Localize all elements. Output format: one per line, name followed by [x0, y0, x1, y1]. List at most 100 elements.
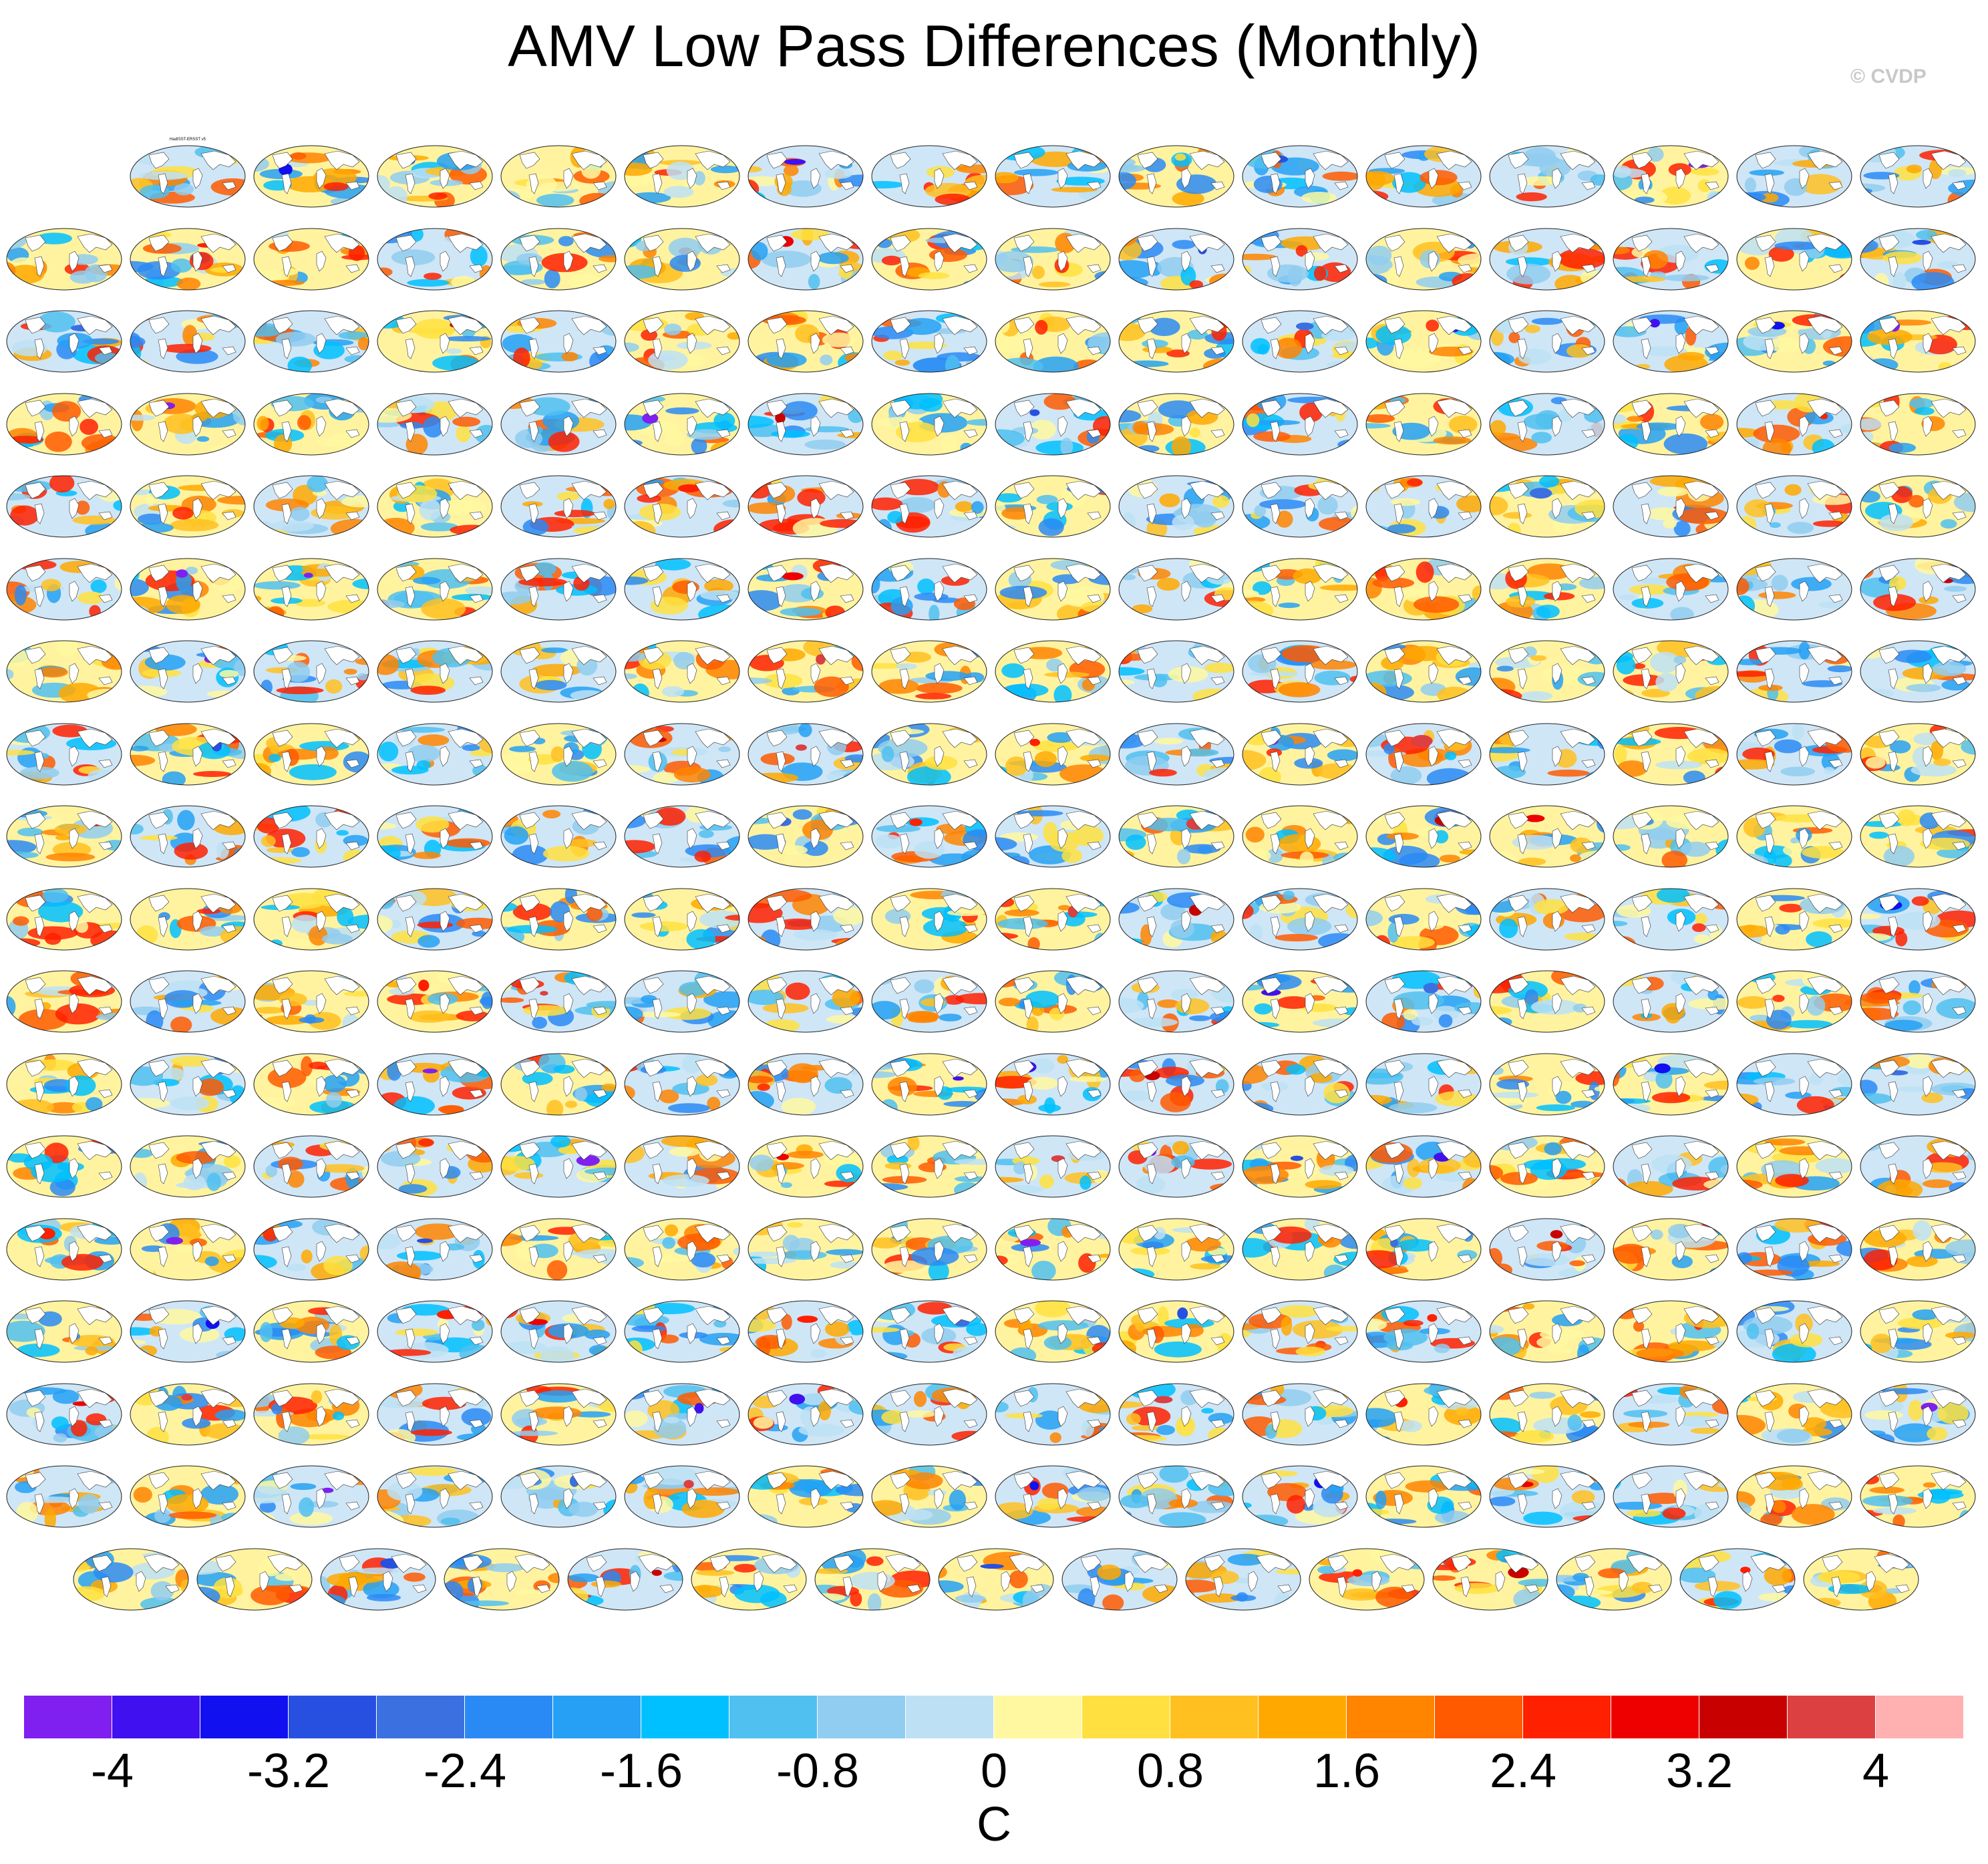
global-map — [1365, 1465, 1482, 1528]
map-panel-title — [1488, 1125, 1606, 1134]
map-panel — [196, 1538, 313, 1613]
map-panel-title — [5, 218, 123, 227]
map-panel-title — [994, 713, 1112, 722]
global-map — [253, 393, 369, 455]
map-panel-title — [1365, 1455, 1482, 1464]
map-panel — [870, 1455, 988, 1530]
map-panel-title — [1365, 713, 1482, 722]
global-map — [253, 1135, 369, 1198]
map-panel — [1308, 1538, 1426, 1613]
map-panel-title — [870, 960, 988, 969]
colorbar-swatch — [729, 1696, 818, 1738]
global-map — [377, 558, 493, 620]
map-panel — [1118, 218, 1235, 293]
global-map — [1860, 393, 1976, 455]
map-panel — [376, 1373, 494, 1448]
map-panel-title — [1118, 1373, 1235, 1382]
map-panel-title — [500, 878, 617, 887]
map-panel — [5, 218, 123, 293]
map-panel-title — [129, 1290, 246, 1299]
map-panel — [623, 1125, 741, 1200]
map-panel-title — [1612, 878, 1729, 887]
global-map — [1736, 1465, 1852, 1528]
colorbar-swatch — [906, 1696, 994, 1738]
panel-grid: HadISST-ERSST v5 — [5, 135, 1977, 1613]
map-panel-title — [5, 1455, 123, 1464]
global-map — [995, 888, 1111, 950]
map-panel-title — [870, 1208, 988, 1217]
map-panel — [129, 795, 246, 870]
map-panel-title — [937, 1538, 1055, 1547]
map-panel — [1802, 1538, 1920, 1613]
map-panel — [994, 1043, 1112, 1118]
map-panel-title — [1061, 1538, 1178, 1547]
map-panel — [5, 1455, 123, 1530]
global-map — [871, 805, 987, 868]
map-panel-title — [1735, 465, 1853, 474]
global-map — [1489, 1053, 1605, 1115]
global-map — [500, 1135, 617, 1198]
map-panel-title — [443, 1538, 560, 1547]
map-panel — [1612, 713, 1729, 788]
map-panel-title — [5, 960, 123, 969]
global-map — [624, 228, 740, 290]
map-panel — [1118, 135, 1235, 210]
map-panel — [623, 1373, 741, 1448]
map-panel-title — [994, 383, 1112, 392]
map-panel — [129, 548, 246, 623]
map-panel — [870, 300, 988, 375]
map-panel — [1488, 300, 1606, 375]
map-panel — [5, 878, 123, 953]
map-panel — [1735, 795, 1853, 870]
map-panel — [129, 218, 246, 293]
global-map — [1365, 310, 1482, 373]
map-panel-title — [1859, 548, 1977, 557]
map-panel-title — [623, 630, 741, 639]
map-panel-title — [5, 795, 123, 804]
map-panel-title — [1488, 960, 1606, 969]
map-panel-title — [253, 135, 370, 144]
global-map — [130, 558, 246, 620]
global-map — [1118, 888, 1234, 950]
map-panel — [1612, 1208, 1729, 1283]
map-panel — [870, 383, 988, 458]
map-panel-title — [870, 135, 988, 144]
global-map — [748, 1053, 864, 1115]
map-panel — [376, 630, 494, 705]
map-panel — [1859, 960, 1977, 1035]
map-panel-title — [1241, 960, 1359, 969]
global-map — [1118, 558, 1234, 620]
map-panel-title — [376, 1373, 494, 1382]
map-panel-title — [1365, 1373, 1482, 1382]
map-panel — [747, 1043, 864, 1118]
map-panel — [1365, 465, 1482, 540]
map-panel — [5, 795, 123, 870]
map-panel — [1612, 383, 1729, 458]
map-panel-title — [1365, 548, 1482, 557]
map-panel-title — [1241, 1455, 1359, 1464]
map-panel-title — [1241, 1125, 1359, 1134]
map-panel-title — [1365, 1043, 1482, 1052]
map-panel-title — [870, 878, 988, 887]
map-panel-title — [5, 1208, 123, 1217]
map-panel-title — [500, 795, 617, 804]
global-map — [6, 1218, 122, 1280]
map-panel — [253, 1208, 370, 1283]
map-panel-title — [623, 1290, 741, 1299]
global-map — [6, 475, 122, 538]
map-panel-title — [747, 878, 864, 887]
map-panel-title — [1735, 548, 1853, 557]
map-panel-title — [814, 1538, 931, 1547]
map-panel — [623, 1455, 741, 1530]
map-panel — [1241, 1043, 1359, 1118]
global-map — [1365, 723, 1482, 785]
map-panel-title — [747, 218, 864, 227]
map-panel-title — [1859, 713, 1977, 722]
map-panel-title — [870, 630, 988, 639]
map-panel — [1118, 548, 1235, 623]
map-panel — [994, 465, 1112, 540]
map-panel — [376, 1125, 494, 1200]
map-panel — [1859, 1043, 1977, 1118]
map-panel — [1184, 1538, 1302, 1613]
global-map — [1242, 1465, 1358, 1528]
